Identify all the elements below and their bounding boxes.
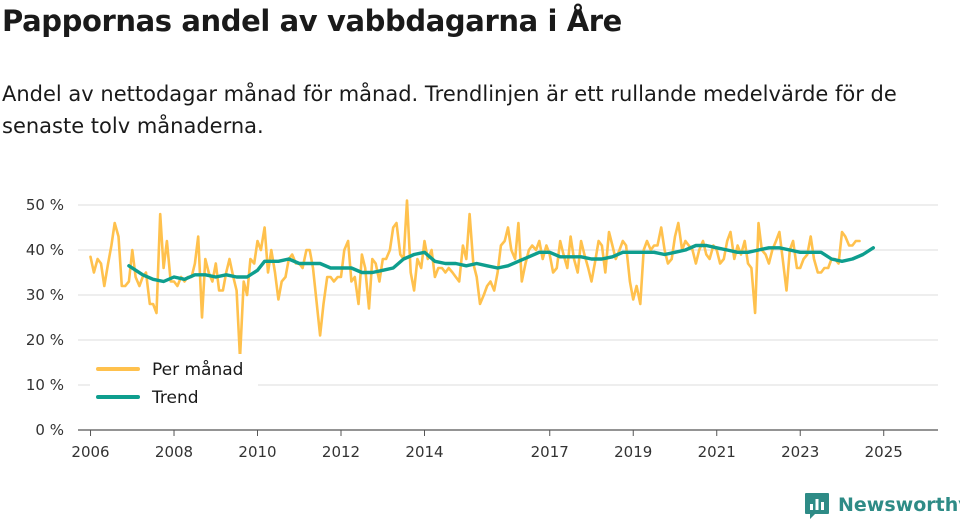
y-tick-label: 0 % (35, 421, 64, 439)
x-tick-label: 2023 (781, 443, 819, 461)
x-axis-ticks: 2006 2008 2010 2012 2014 2017 2019 2021 2023 2025 (71, 430, 903, 461)
series-line-per-manad (89, 199, 861, 360)
x-tick-label: 2008 (155, 443, 193, 461)
y-tick-label: 20 % (26, 331, 64, 349)
legend-background (90, 354, 258, 414)
y-axis-ticks: 0 % 10 % 20 % 30 % 40 % 50 % (26, 196, 64, 439)
legend-label-per-manad: Per månad (152, 359, 243, 380)
y-tick-label: 30 % (26, 286, 64, 304)
legend-label-trend: Trend (151, 388, 199, 408)
x-tick-label: 2012 (322, 443, 360, 461)
y-tick-label: 50 % (26, 196, 64, 214)
chart-title: Pappornas andel av vabbdagarna i Åre (2, 4, 622, 38)
logo-text: Newsworthy (838, 494, 960, 516)
x-tick-label: 2006 (71, 443, 109, 461)
newsworthy-logo[interactable]: Newsworthy (804, 490, 960, 520)
x-tick-label: 2014 (405, 443, 443, 461)
x-tick-label: 2010 (238, 443, 276, 461)
legend: Per månad Trend (90, 354, 258, 414)
x-tick-label: 2021 (698, 443, 736, 461)
x-tick-label: 2017 (531, 443, 569, 461)
chart-subtitle: Andel av nettodagar månad för månad. Tre… (2, 82, 897, 138)
y-tick-label: 40 % (26, 241, 64, 259)
x-tick-label: 2025 (865, 443, 903, 461)
x-tick-label: 2019 (614, 443, 652, 461)
y-tick-label: 10 % (26, 376, 64, 394)
series-line-trend (127, 243, 875, 284)
series-lines (89, 199, 875, 360)
bar-chart-icon (805, 493, 829, 519)
